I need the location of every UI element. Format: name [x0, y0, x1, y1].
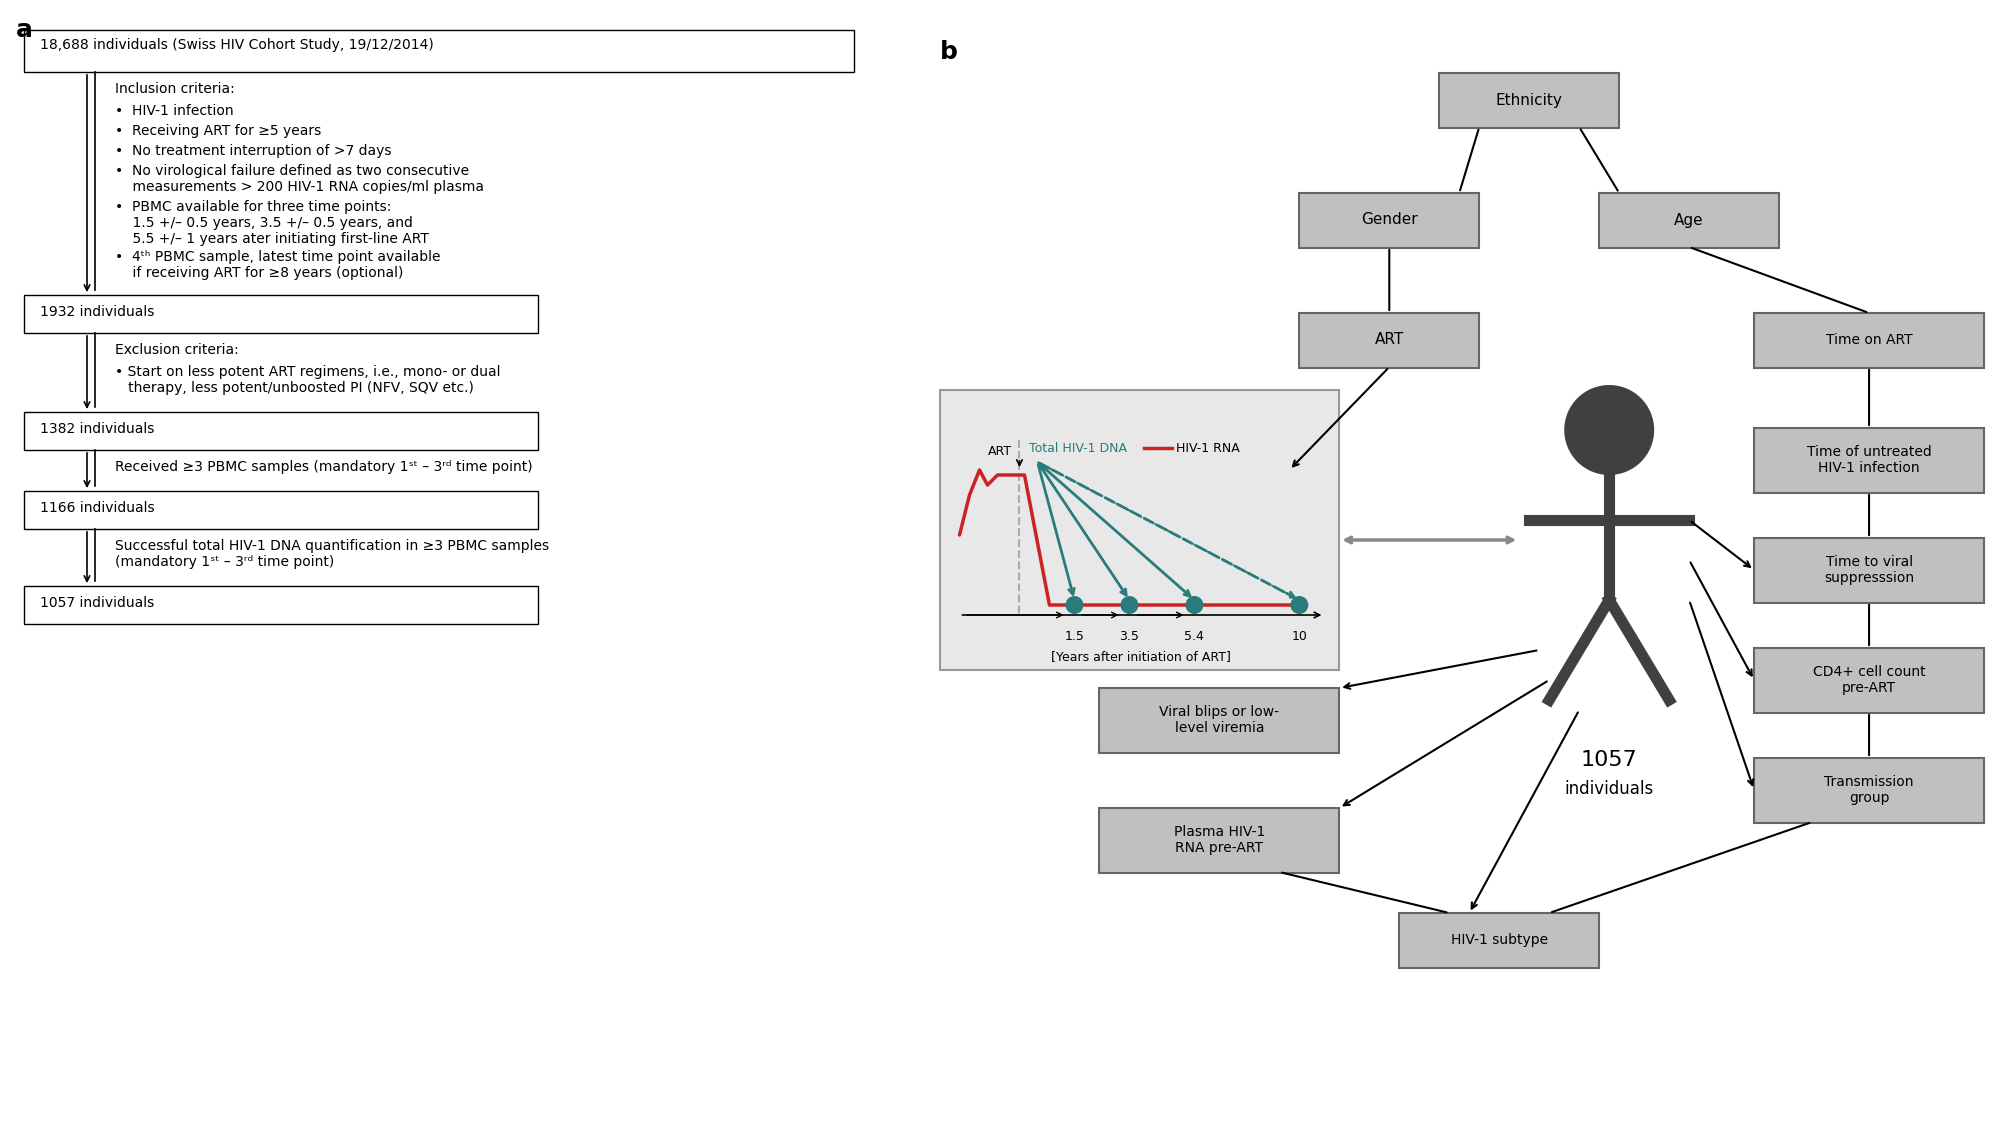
Bar	[24, 295, 537, 334]
Text: b: b	[939, 40, 957, 64]
Text: HIV-1 subtype: HIV-1 subtype	[1451, 933, 1546, 947]
Text: HIV-1 RNA: HIV-1 RNA	[1175, 441, 1239, 455]
Text: Gender: Gender	[1361, 212, 1417, 228]
Text: ART: ART	[1375, 332, 1403, 347]
Bar	[1754, 538, 1984, 603]
Bar	[939, 390, 1339, 670]
Text: •  No treatment interruption of >7 days: • No treatment interruption of >7 days	[114, 144, 392, 158]
Bar	[1754, 758, 1984, 822]
Text: Received ≥3 PBMC samples (mandatory 1ˢᵗ – 3ʳᵈ time point): Received ≥3 PBMC samples (mandatory 1ˢᵗ …	[114, 460, 531, 474]
Circle shape	[1121, 596, 1139, 614]
Bar	[1754, 428, 1984, 493]
Text: •  No virological failure defined as two consecutive
    measurements > 200 HIV-: • No virological failure defined as two …	[114, 164, 484, 194]
Bar	[24, 586, 537, 624]
Bar	[1754, 312, 1984, 367]
Text: 3.5: 3.5	[1119, 630, 1139, 643]
Bar	[1598, 192, 1778, 247]
Text: Viral blips or low-
level viremia: Viral blips or low- level viremia	[1159, 705, 1279, 736]
Text: ART: ART	[987, 445, 1011, 458]
Text: 10: 10	[1291, 630, 1307, 643]
Bar	[24, 491, 537, 529]
Bar	[1299, 192, 1479, 247]
Circle shape	[1564, 385, 1654, 475]
Bar	[1099, 687, 1339, 752]
Text: Successful total HIV-1 DNA quantification in ≥3 PBMC samples
(mandatory 1ˢᵗ – 3ʳ: Successful total HIV-1 DNA quantificatio…	[114, 539, 549, 569]
Text: 1.5: 1.5	[1065, 630, 1083, 643]
Circle shape	[1185, 596, 1203, 614]
Text: • Start on less potent ART regimens, i.e., mono- or dual
   therapy, less potent: • Start on less potent ART regimens, i.e…	[114, 365, 500, 395]
Text: •  HIV-1 infection: • HIV-1 infection	[114, 104, 234, 118]
Text: 1057 individuals: 1057 individuals	[40, 596, 154, 610]
Text: •  4ᵗʰ PBMC sample, latest time point available
    if receiving ART for ≥8 year: • 4ᵗʰ PBMC sample, latest time point ava…	[114, 250, 440, 281]
Text: Transmission
group: Transmission group	[1824, 775, 1912, 805]
Text: Plasma HIV-1
RNA pre-ART: Plasma HIV-1 RNA pre-ART	[1173, 825, 1265, 855]
Text: a: a	[16, 18, 32, 42]
Text: 1382 individuals: 1382 individuals	[40, 422, 154, 436]
Text: Total HIV-1 DNA: Total HIV-1 DNA	[1029, 441, 1127, 455]
Text: individuals: individuals	[1564, 780, 1652, 798]
Text: 1166 individuals: 1166 individuals	[40, 501, 154, 515]
Bar	[1754, 648, 1984, 712]
Text: •  PBMC available for three time points:
    1.5 +/– 0.5 years, 3.5 +/– 0.5 year: • PBMC available for three time points: …	[114, 200, 428, 246]
Text: Time of untreated
HIV-1 infection: Time of untreated HIV-1 infection	[1806, 445, 1930, 475]
Bar	[1099, 807, 1339, 873]
Text: [Years after initiation of ART]: [Years after initiation of ART]	[1051, 650, 1231, 663]
Text: 1057: 1057	[1580, 750, 1636, 770]
Text: 5.4: 5.4	[1185, 630, 1203, 643]
Text: Time to viral
suppresssion: Time to viral suppresssion	[1822, 555, 1914, 585]
Circle shape	[1065, 596, 1083, 614]
Text: 18,688 individuals (Swiss HIV Cohort Study, 19/12/2014): 18,688 individuals (Swiss HIV Cohort Stu…	[40, 38, 434, 52]
Text: Inclusion criteria:: Inclusion criteria:	[114, 82, 234, 95]
Text: Age: Age	[1674, 212, 1702, 228]
Text: 1932 individuals: 1932 individuals	[40, 305, 154, 319]
Bar	[1439, 73, 1618, 128]
Bar	[1399, 913, 1598, 968]
Text: CD4+ cell count
pre-ART: CD4+ cell count pre-ART	[1812, 665, 1924, 695]
Bar	[24, 30, 853, 72]
Text: Exclusion criteria:: Exclusion criteria:	[114, 343, 238, 357]
Text: •  Receiving ART for ≥5 years: • Receiving ART for ≥5 years	[114, 124, 322, 138]
Text: Time on ART: Time on ART	[1824, 334, 1912, 347]
Text: Ethnicity: Ethnicity	[1495, 92, 1562, 108]
Bar	[24, 412, 537, 450]
Circle shape	[1291, 596, 1309, 614]
Bar	[1299, 312, 1479, 367]
